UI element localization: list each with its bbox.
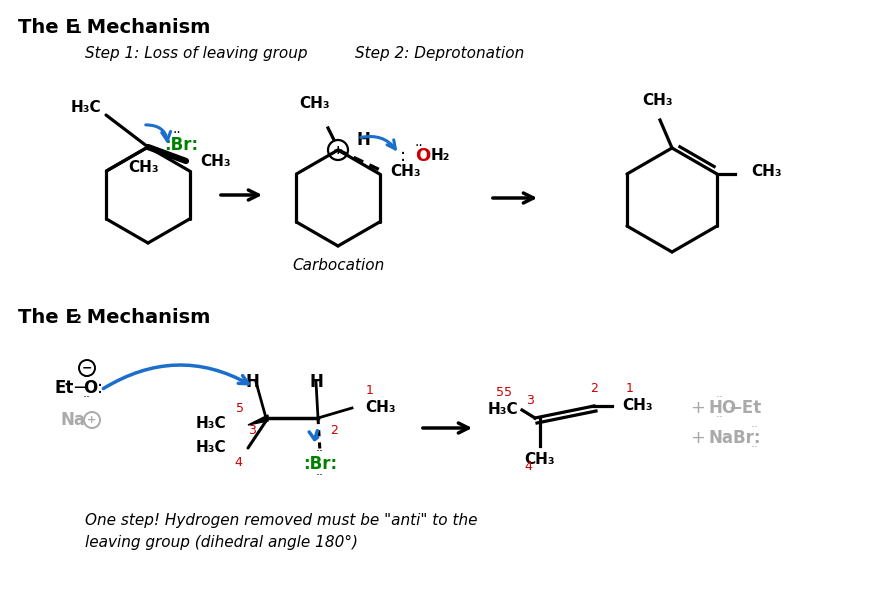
- Text: Step 1: Loss of leaving group: Step 1: Loss of leaving group: [85, 46, 308, 61]
- Text: H₃C: H₃C: [196, 415, 226, 431]
- Text: 1: 1: [73, 23, 82, 36]
- Text: ··: ··: [716, 412, 724, 425]
- Text: 1: 1: [626, 382, 634, 395]
- Text: −: −: [82, 361, 93, 374]
- Text: +: +: [690, 429, 705, 447]
- Text: ··: ··: [716, 391, 724, 404]
- Text: +: +: [87, 415, 97, 425]
- Text: ··: ··: [414, 139, 423, 153]
- Text: Mechanism: Mechanism: [80, 308, 211, 327]
- Text: 3: 3: [248, 424, 256, 437]
- Text: ··: ··: [316, 445, 324, 458]
- Text: The E: The E: [18, 18, 79, 37]
- Text: Mechanism: Mechanism: [80, 18, 211, 37]
- Text: −: −: [72, 379, 87, 397]
- Text: 4: 4: [234, 457, 242, 469]
- Text: CH₃: CH₃: [365, 401, 396, 415]
- Text: H₃C: H₃C: [196, 440, 226, 455]
- Text: H: H: [309, 373, 323, 391]
- Text: +: +: [690, 399, 705, 417]
- Text: CH₃: CH₃: [622, 398, 653, 413]
- Text: The E: The E: [18, 308, 79, 327]
- Text: CH₃: CH₃: [128, 160, 159, 175]
- Text: :Br:: :Br:: [303, 455, 337, 473]
- Text: :: :: [400, 147, 406, 165]
- Text: H₃C: H₃C: [71, 100, 101, 115]
- Text: ··: ··: [173, 126, 182, 140]
- Text: Na: Na: [60, 411, 85, 429]
- Text: ··: ··: [316, 469, 324, 482]
- Text: Carbocation: Carbocation: [292, 259, 385, 274]
- Text: O: O: [415, 147, 430, 165]
- Polygon shape: [248, 415, 268, 425]
- Text: ··: ··: [83, 371, 91, 385]
- Text: O: O: [83, 379, 97, 397]
- Text: H₃C: H₃C: [488, 403, 518, 418]
- Text: H: H: [356, 131, 370, 149]
- Text: Et: Et: [55, 379, 74, 397]
- Text: 2: 2: [590, 382, 598, 395]
- Text: ··: ··: [83, 391, 91, 404]
- Text: CH₃: CH₃: [524, 452, 555, 467]
- Text: :Br:: :Br:: [164, 136, 198, 154]
- Text: CH₃: CH₃: [300, 96, 330, 111]
- Text: H₂: H₂: [431, 148, 450, 163]
- Text: 5: 5: [236, 403, 244, 415]
- Text: 5: 5: [496, 385, 504, 398]
- Text: ··: ··: [751, 442, 759, 455]
- Text: CH₃: CH₃: [751, 164, 781, 179]
- Text: 3: 3: [526, 394, 534, 407]
- Text: leaving group (dihedral angle 180°): leaving group (dihedral angle 180°): [85, 535, 358, 550]
- Text: CH₃: CH₃: [200, 154, 231, 169]
- Text: CH₃: CH₃: [642, 93, 673, 108]
- Text: CH₃: CH₃: [390, 164, 420, 179]
- Text: 2: 2: [73, 313, 82, 326]
- Text: 2: 2: [330, 424, 338, 437]
- Text: 5: 5: [504, 385, 512, 398]
- Text: NaBr:: NaBr:: [708, 429, 760, 447]
- Text: 1: 1: [366, 383, 374, 397]
- Text: Step 2: Deprotonation: Step 2: Deprotonation: [355, 46, 524, 61]
- Text: H: H: [245, 373, 259, 391]
- Text: HO: HO: [708, 399, 736, 417]
- Text: One step! Hydrogen removed must be "anti" to the: One step! Hydrogen removed must be "anti…: [85, 512, 477, 527]
- Text: 4: 4: [524, 460, 532, 473]
- Text: ··: ··: [751, 421, 759, 434]
- Text: +: +: [333, 143, 343, 157]
- Text: :: :: [97, 379, 103, 397]
- Text: −Et: −Et: [728, 399, 761, 417]
